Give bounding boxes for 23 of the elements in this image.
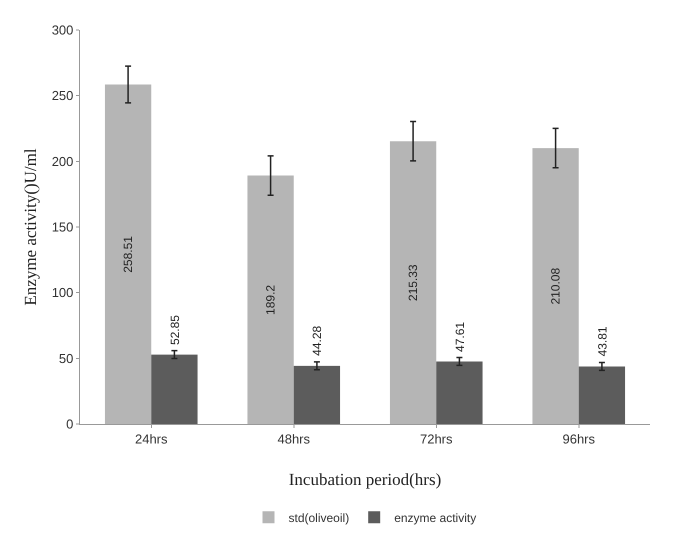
y-tick-label: 100: [52, 285, 74, 300]
y-tick-label: 50: [58, 350, 74, 366]
y-tick-label: 0: [66, 416, 74, 432]
y-tick-label: 150: [52, 220, 74, 235]
y-tick-label: 300: [52, 22, 74, 38]
data-label: 44.28: [310, 325, 324, 356]
data-label: 215.33: [406, 264, 420, 302]
data-label: 210.08: [548, 268, 563, 305]
data-label: 189.2: [264, 284, 278, 315]
x-tick-label: 24hrs: [134, 432, 168, 447]
data-label: 258.51: [121, 236, 136, 273]
x-tick-label: 72hrs: [420, 432, 454, 447]
legend-label: enzyme activity: [394, 510, 476, 525]
x-tick-label: 96hrs: [562, 432, 596, 447]
x-axis-title: Incubation period(hrs): [288, 470, 442, 489]
legend-label: std(oliveoil): [288, 510, 350, 525]
y-tick-label: 200: [52, 154, 74, 169]
data-label: 43.81: [595, 326, 610, 356]
data-label: 47.61: [452, 322, 467, 352]
y-axis-title: Enzyme activity()U/ml: [21, 148, 40, 306]
y-tick-label: 250: [52, 88, 74, 104]
x-tick-label: 48hrs: [277, 432, 311, 447]
data-label: 52.85: [168, 314, 182, 346]
